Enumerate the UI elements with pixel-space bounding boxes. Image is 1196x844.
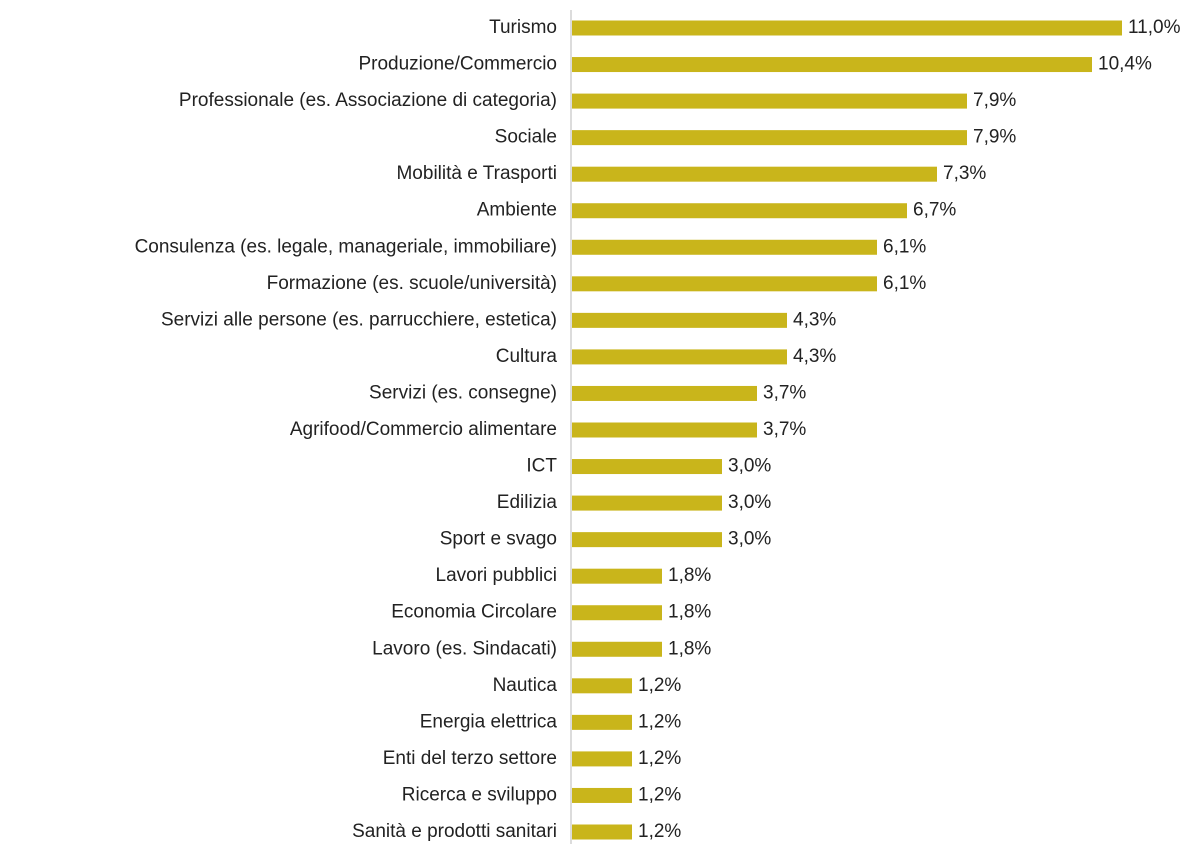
bar bbox=[572, 824, 632, 840]
value-label: 1,8% bbox=[668, 565, 711, 586]
value-label: 6,1% bbox=[883, 273, 926, 294]
value-label: 11,0% bbox=[1128, 17, 1181, 38]
value-label: 3,7% bbox=[763, 382, 806, 403]
value-label: 3,0% bbox=[728, 456, 771, 477]
value-label: 1,2% bbox=[638, 748, 681, 769]
bar bbox=[572, 714, 632, 730]
bar bbox=[572, 166, 937, 182]
bar bbox=[572, 459, 722, 475]
category-label: Formazione (es. scuole/università) bbox=[267, 273, 557, 294]
bar bbox=[572, 641, 662, 657]
bar bbox=[572, 495, 722, 511]
bar bbox=[572, 422, 757, 438]
value-label: 1,8% bbox=[668, 602, 711, 623]
category-label: Enti del terzo settore bbox=[383, 748, 557, 769]
bar bbox=[572, 787, 632, 803]
category-label: Servizi alle persone (es. parrucchiere, … bbox=[161, 309, 557, 330]
value-label: 3,0% bbox=[728, 492, 771, 513]
bar bbox=[572, 605, 662, 621]
bar bbox=[572, 276, 877, 292]
value-label: 1,2% bbox=[638, 675, 681, 696]
bar bbox=[572, 57, 1092, 73]
bar bbox=[572, 532, 722, 548]
category-label: Ricerca e sviluppo bbox=[402, 784, 557, 805]
bar bbox=[572, 20, 1122, 36]
category-label: Agrifood/Commercio alimentare bbox=[290, 419, 557, 440]
value-label: 7,9% bbox=[973, 90, 1016, 111]
category-label: Produzione/Commercio bbox=[358, 54, 557, 75]
category-label: Servizi (es. consegne) bbox=[369, 382, 557, 403]
value-label: 3,0% bbox=[728, 529, 771, 550]
bar bbox=[572, 751, 632, 767]
value-label: 7,9% bbox=[973, 127, 1016, 148]
value-label: 7,3% bbox=[943, 163, 986, 184]
bar bbox=[572, 385, 757, 401]
value-label: 6,1% bbox=[883, 236, 926, 257]
category-label: Economia Circolare bbox=[391, 602, 557, 623]
category-label: Professionale (es. Associazione di categ… bbox=[179, 90, 557, 111]
category-label: Sociale bbox=[495, 127, 557, 148]
category-label: Turismo bbox=[489, 17, 557, 38]
category-label: Ambiente bbox=[477, 200, 557, 221]
category-label: Sport e svago bbox=[440, 529, 557, 550]
category-label: Mobilità e Trasporti bbox=[396, 163, 557, 184]
category-label: Energia elettrica bbox=[420, 711, 558, 732]
category-label: Sanità e prodotti sanitari bbox=[352, 821, 557, 842]
bar bbox=[572, 130, 967, 146]
bar bbox=[572, 312, 787, 328]
value-label: 4,3% bbox=[793, 346, 836, 367]
value-label: 1,8% bbox=[668, 638, 711, 659]
value-label: 10,4% bbox=[1098, 54, 1152, 75]
value-label: 4,3% bbox=[793, 309, 836, 330]
category-label: Edilizia bbox=[497, 492, 558, 513]
bar bbox=[572, 203, 907, 219]
category-label: Lavori pubblici bbox=[436, 565, 557, 586]
value-label: 1,2% bbox=[638, 711, 681, 732]
value-label: 3,7% bbox=[763, 419, 806, 440]
value-label: 1,2% bbox=[638, 821, 681, 842]
category-label: Consulenza (es. legale, manageriale, imm… bbox=[135, 236, 557, 257]
value-label: 6,7% bbox=[913, 200, 956, 221]
bar bbox=[572, 568, 662, 584]
category-label: Cultura bbox=[496, 346, 558, 367]
bar bbox=[572, 239, 877, 255]
category-label: Nautica bbox=[493, 675, 558, 696]
category-label: Lavoro (es. Sindacati) bbox=[372, 638, 557, 659]
bar bbox=[572, 93, 967, 109]
value-label: 1,2% bbox=[638, 784, 681, 805]
bar bbox=[572, 349, 787, 365]
bar bbox=[572, 678, 632, 694]
category-label: ICT bbox=[526, 456, 557, 477]
